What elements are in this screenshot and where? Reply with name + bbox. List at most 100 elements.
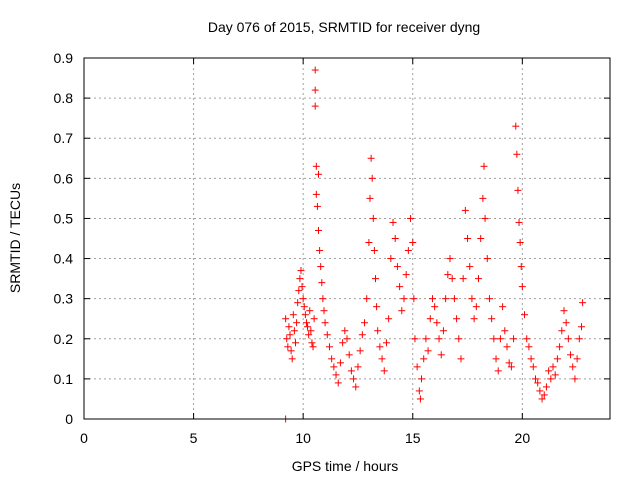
data-point — [485, 295, 493, 303]
data-point — [354, 363, 362, 371]
y-tick-label: 0.9 — [54, 50, 74, 66]
data-point — [422, 335, 430, 343]
data-point — [300, 303, 308, 311]
data-points — [282, 66, 587, 423]
data-point — [307, 327, 315, 335]
data-point — [339, 339, 347, 347]
data-point — [437, 351, 445, 359]
data-point — [398, 307, 406, 315]
data-point — [468, 295, 476, 303]
data-point — [288, 355, 296, 363]
chart-title: Day 076 of 2015, SRMTID for receiver dyn… — [208, 19, 480, 35]
y-axis-label: SRMTID / TECUs — [7, 183, 23, 293]
data-point — [501, 327, 509, 335]
data-point — [567, 351, 575, 359]
data-point — [461, 206, 469, 214]
data-point — [343, 335, 351, 343]
data-point — [457, 355, 465, 363]
data-point — [330, 363, 338, 371]
data-point — [356, 347, 364, 355]
data-point — [531, 375, 539, 383]
axis-ticks: 0 0.1 0.2 0.3 0.4 0.5 0.6 0.7 0.8 0.9 0 5 10 15 20 — [54, 50, 610, 446]
x-tick-label: 20 — [515, 430, 531, 446]
data-point — [369, 214, 377, 222]
data-point — [479, 194, 487, 202]
data-point — [480, 162, 488, 170]
data-point — [297, 267, 305, 275]
data-point — [318, 279, 326, 287]
data-point — [311, 86, 319, 94]
data-point — [283, 335, 291, 343]
data-point — [464, 235, 472, 242]
data-point — [450, 295, 458, 303]
data-point — [410, 295, 418, 303]
data-point — [294, 299, 302, 307]
data-point — [492, 355, 500, 363]
data-point — [416, 395, 424, 403]
data-point — [321, 319, 329, 327]
data-point — [309, 343, 317, 351]
y-tick-label: 0 — [65, 411, 73, 427]
x-tick-label: 5 — [190, 430, 198, 446]
data-point — [393, 263, 401, 271]
data-point — [505, 359, 513, 367]
data-point — [361, 319, 369, 327]
data-point — [514, 186, 522, 194]
data-point — [350, 375, 358, 383]
data-point — [553, 355, 561, 363]
x-axis-label: GPS time / hours — [292, 458, 399, 474]
data-point — [536, 387, 544, 395]
data-point — [385, 315, 393, 323]
data-point — [545, 367, 553, 375]
x-tick-label: 15 — [405, 430, 421, 446]
data-point — [431, 303, 439, 311]
y-tick-label: 0.2 — [54, 331, 74, 347]
x-tick-label: 10 — [295, 430, 311, 446]
data-point — [527, 355, 535, 363]
data-point — [328, 355, 336, 363]
data-point — [312, 190, 320, 198]
data-point — [382, 339, 390, 347]
data-point — [285, 323, 293, 331]
data-point — [538, 395, 546, 403]
data-point — [306, 307, 314, 315]
data-point — [564, 335, 572, 343]
data-point — [304, 323, 312, 331]
data-point — [512, 122, 520, 130]
data-point — [286, 331, 294, 339]
data-point — [475, 275, 482, 283]
data-point — [523, 335, 531, 343]
data-point — [302, 319, 310, 327]
data-point — [323, 331, 331, 339]
data-point — [442, 295, 450, 303]
data-point — [367, 154, 375, 162]
data-point — [562, 319, 570, 327]
data-point — [466, 263, 474, 271]
data-point — [428, 295, 436, 303]
data-point — [549, 363, 557, 371]
data-point — [518, 283, 526, 291]
data-point — [551, 371, 559, 379]
data-point — [444, 271, 452, 279]
data-point — [534, 379, 542, 387]
data-point — [284, 343, 292, 351]
data-point — [320, 307, 328, 315]
data-point — [396, 283, 404, 291]
data-point — [483, 255, 491, 263]
data-point — [378, 355, 386, 363]
data-point — [282, 315, 290, 323]
data-point — [387, 255, 395, 263]
data-point — [363, 295, 371, 303]
y-tick-label: 0.3 — [54, 291, 74, 307]
data-point — [507, 363, 515, 371]
data-point — [542, 383, 550, 391]
data-point — [296, 275, 304, 283]
data-point — [448, 275, 456, 283]
data-point — [547, 375, 555, 383]
data-point — [426, 315, 434, 323]
data-point — [315, 170, 323, 178]
data-point — [525, 343, 533, 351]
data-point — [298, 283, 306, 291]
data-point — [503, 343, 511, 351]
data-point — [418, 375, 426, 383]
